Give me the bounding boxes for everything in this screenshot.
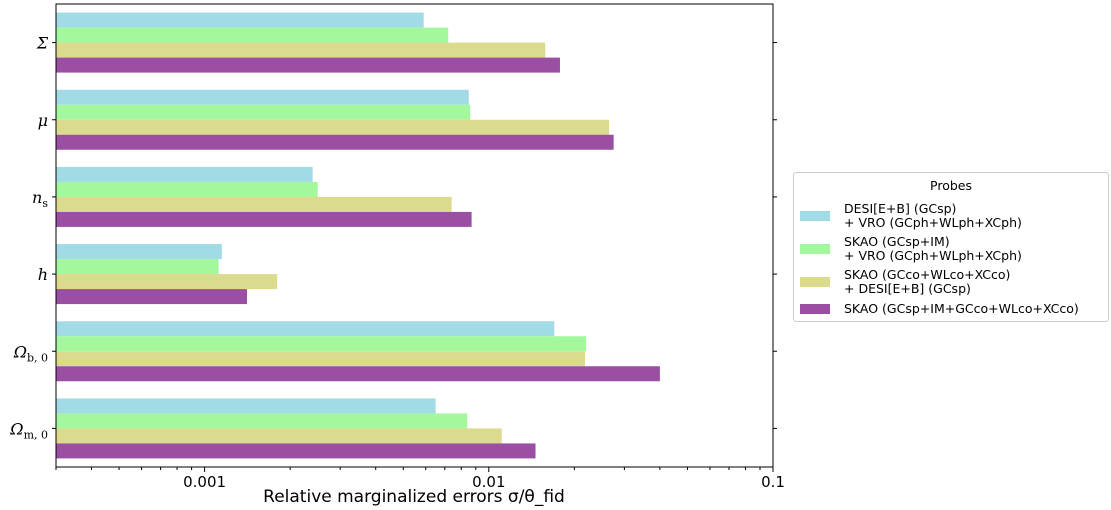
legend-swatch-1 <box>800 243 830 254</box>
bar-3-2 <box>56 274 278 290</box>
legend-item-2: SKAO (GCco+WLco+XCco) + DESI[E+B] (GCsp) <box>794 265 1108 298</box>
y-tick-label-2: ns <box>32 188 48 210</box>
bar-0-0 <box>56 12 424 28</box>
bar-0-1 <box>56 27 449 43</box>
legend-item-3: SKAO (GCsp+IM+GCco+WLco+XCco) <box>794 298 1108 320</box>
legend-swatch-0 <box>800 210 830 221</box>
legend: Probes DESI[E+B] (GCsp) + VRO (GCph+WLph… <box>793 172 1109 322</box>
bar-0-3 <box>56 57 560 73</box>
legend-label-3: SKAO (GCsp+IM+GCco+WLco+XCco) <box>844 301 1079 316</box>
legend-label-2: SKAO (GCco+WLco+XCco) + DESI[E+B] (GCsp) <box>844 266 1011 296</box>
bar-2-0 <box>56 166 313 182</box>
y-tick-label-1: μ <box>38 111 48 130</box>
legend-item-0: DESI[E+B] (GCsp) + VRO (GCph+WLph+XCph) <box>794 199 1108 232</box>
x-tick-label-2: 0.1 <box>761 473 785 491</box>
bar-4-2 <box>56 351 585 367</box>
legend-swatch-3 <box>800 304 830 314</box>
bar-5-0 <box>56 398 436 414</box>
bar-4-3 <box>56 366 660 382</box>
plot-frame <box>55 3 774 468</box>
bar-chart: Σμ ns h Ωb, 0 Ωm, 0 0.001 0.01 0.1 Relative ma… <box>9 3 785 507</box>
bars-layer <box>56 12 660 459</box>
x-axis-label: Relative marginalized errors σ/θ_fid <box>263 487 565 507</box>
x-tick-label-0: 0.001 <box>183 473 226 491</box>
legend-title: Probes <box>930 178 972 193</box>
legend-label-0: DESI[E+B] (GCsp) + VRO (GCph+WLph+XCph) <box>844 200 1022 230</box>
bar-3-1 <box>56 259 219 275</box>
y-tick-label-4: Ωb, 0 <box>13 342 48 364</box>
bar-5-2 <box>56 428 502 444</box>
legend-item-1: SKAO (GCsp+IM) + VRO (GCph+WLph+XCph) <box>794 232 1108 265</box>
bar-1-0 <box>56 89 469 105</box>
y-tick-label-3: h <box>38 265 48 284</box>
bar-5-1 <box>56 413 468 429</box>
bar-0-2 <box>56 42 546 58</box>
y-tick-label-0: Σ <box>36 34 49 53</box>
bar-1-2 <box>56 119 610 135</box>
legend-swatch-2 <box>800 276 830 287</box>
x-tick-label-1: 0.01 <box>472 473 505 491</box>
bar-2-3 <box>56 211 472 227</box>
y-axis: Σμ ns h Ωb, 0 Ωm, 0 <box>9 34 777 441</box>
bar-2-2 <box>56 196 452 212</box>
bar-1-3 <box>56 134 614 150</box>
bar-3-3 <box>56 289 248 305</box>
bar-4-0 <box>56 321 555 337</box>
bar-2-1 <box>56 181 318 197</box>
bar-5-3 <box>56 443 536 459</box>
bar-4-1 <box>56 336 587 352</box>
bar-1-1 <box>56 104 471 120</box>
legend-label-1: SKAO (GCsp+IM) + VRO (GCph+WLph+XCph) <box>844 233 1022 263</box>
y-tick-label-5: Ωm, 0 <box>9 419 48 441</box>
bar-3-0 <box>56 244 222 260</box>
